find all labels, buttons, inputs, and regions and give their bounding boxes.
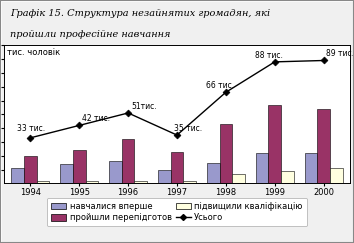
Bar: [60, 164, 73, 183]
Bar: [219, 124, 232, 183]
Legend: навчалися вперше, пройшли перепідготов, підвищили кваліфікацію, Усього: навчалися вперше, пройшли перепідготов, …: [47, 198, 307, 226]
Text: тис. чоловік: тис. чоловік: [7, 48, 60, 57]
Bar: [158, 170, 171, 183]
Bar: [122, 139, 135, 183]
Text: 33 тис.: 33 тис.: [17, 124, 45, 133]
Bar: [317, 109, 330, 183]
Bar: [24, 156, 37, 183]
Text: 35 тис.: 35 тис.: [174, 124, 202, 133]
Text: 66 тис.: 66 тис.: [206, 81, 235, 90]
Bar: [37, 181, 50, 183]
Text: 88 тис.: 88 тис.: [255, 51, 283, 60]
Bar: [171, 152, 183, 183]
Bar: [232, 174, 245, 183]
Bar: [330, 168, 343, 183]
Text: Графік 15. Структура незайнятих громадян, які: Графік 15. Структура незайнятих громадян…: [11, 9, 270, 18]
Bar: [109, 161, 122, 183]
Bar: [11, 168, 24, 183]
Bar: [135, 181, 147, 183]
Bar: [73, 150, 86, 183]
Text: 89 тис.: 89 тис.: [326, 49, 354, 58]
Bar: [281, 171, 294, 183]
Bar: [256, 153, 268, 183]
Bar: [268, 105, 281, 183]
Bar: [183, 181, 196, 183]
Text: 42 тис.: 42 тис.: [82, 114, 110, 123]
Text: 51тис.: 51тис.: [131, 102, 156, 111]
Text: пройшли професійне навчання: пройшли професійне навчання: [11, 30, 171, 39]
Bar: [304, 153, 317, 183]
Bar: [207, 163, 219, 183]
Bar: [86, 181, 98, 183]
